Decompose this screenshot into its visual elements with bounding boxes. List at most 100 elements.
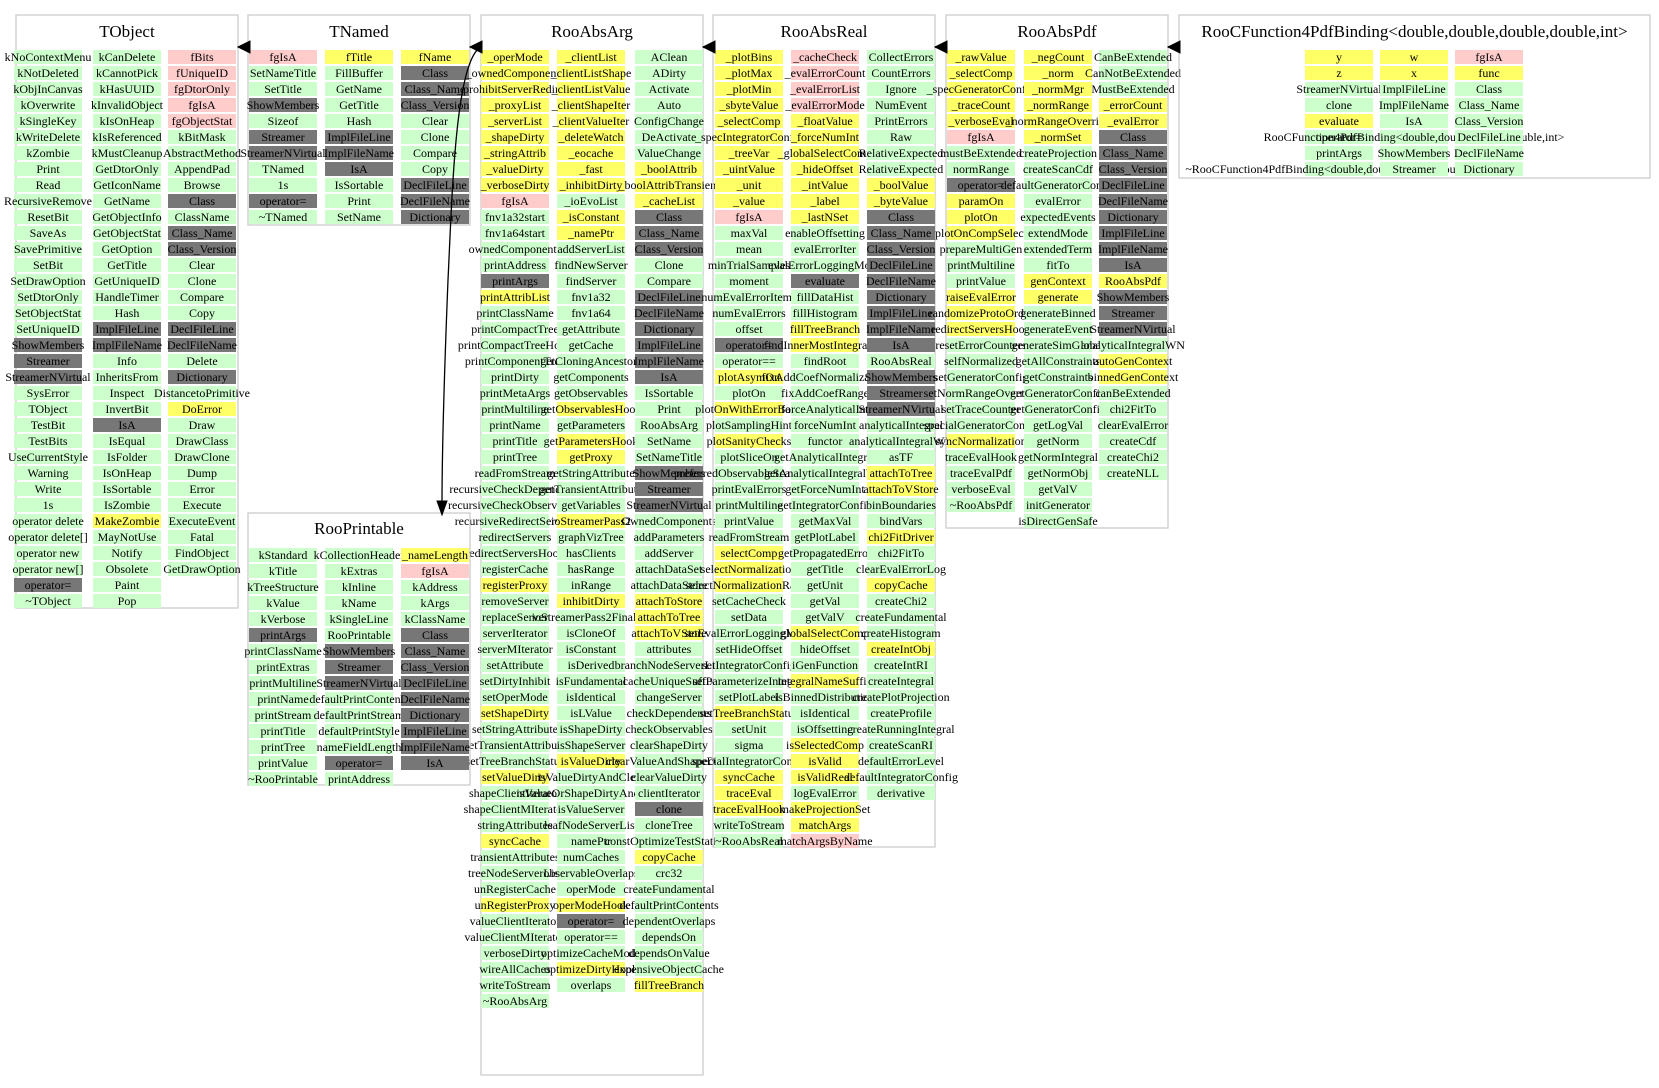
member-entry[interactable]: TestBits [14, 434, 82, 448]
member-entry[interactable]: getAnalyticalIntegral [774, 450, 877, 464]
member-entry[interactable]: Class_Name [401, 644, 469, 658]
member-entry[interactable]: Activate [635, 82, 703, 96]
member-entry[interactable]: ResetBit [14, 210, 82, 224]
member-entry[interactable]: ImplFileLine [401, 724, 469, 738]
member-entry[interactable]: Read [14, 178, 82, 192]
member-entry[interactable]: Compare [168, 290, 236, 304]
member-entry[interactable]: clearValueAndShapeDirty [606, 754, 732, 768]
member-entry[interactable]: operator= [557, 914, 625, 928]
member-entry[interactable]: canBeExtended [1095, 386, 1171, 400]
member-entry[interactable]: fgIsA [715, 210, 783, 224]
member-entry[interactable]: func [1455, 66, 1523, 80]
member-entry[interactable]: clearShapeDirty [630, 738, 708, 752]
member-entry[interactable]: defaultErrorLevel [858, 754, 945, 768]
member-entry[interactable]: getLogVal [1024, 418, 1092, 432]
member-entry[interactable]: SetNameTitle [635, 450, 703, 464]
member-entry[interactable]: numEvalErrorItems [701, 290, 797, 304]
member-entry[interactable]: _clientShapeIter [551, 98, 631, 112]
member-entry[interactable]: GetObjectInfo [92, 210, 162, 224]
member-entry[interactable]: attachToTree [867, 466, 935, 480]
member-entry[interactable]: DoError [168, 402, 236, 416]
member-entry[interactable]: Dictionary [168, 370, 236, 384]
member-entry[interactable]: _isConstant [557, 210, 625, 224]
member-entry[interactable]: ioStreamerPass2Finalize [532, 610, 651, 624]
member-entry[interactable]: branchNodeServerList [615, 658, 724, 672]
member-entry[interactable]: defaultPrintContents [309, 692, 409, 706]
member-entry[interactable]: constOptimizeTestStatistic [605, 834, 733, 848]
member-entry[interactable]: createHistogram [861, 626, 941, 640]
member-entry[interactable]: ShowMembers [323, 644, 396, 658]
member-entry[interactable]: GetName [93, 194, 161, 208]
member-entry[interactable]: ImplFileLine [325, 130, 393, 144]
member-entry[interactable]: Class [635, 210, 703, 224]
member-entry[interactable]: _floatValue [791, 114, 859, 128]
member-entry[interactable]: setTransientAttribute [464, 738, 566, 752]
member-entry[interactable]: printAddress [325, 772, 393, 786]
member-entry[interactable]: defaultGeneratorConfig [1001, 178, 1116, 192]
member-entry[interactable]: _prohibitServerRedirect [456, 82, 574, 96]
member-entry[interactable]: Compare [401, 146, 469, 160]
member-entry[interactable]: redirectServersHook [931, 322, 1031, 336]
member-entry[interactable]: clearEvalErrorLog [856, 562, 946, 576]
member-entry[interactable]: _byteValue [867, 194, 935, 208]
member-entry[interactable]: operator= [325, 756, 393, 770]
member-entry[interactable]: GetOption [93, 242, 161, 256]
member-entry[interactable]: getUnit [791, 578, 859, 592]
member-entry[interactable]: Class_Version [168, 242, 237, 256]
member-entry[interactable]: createNLL [1099, 466, 1167, 480]
member-entry[interactable]: fgObjectStat [168, 114, 236, 128]
member-entry[interactable]: GetObjectStat [93, 226, 162, 240]
member-entry[interactable]: getParametersHook [544, 434, 639, 448]
member-entry[interactable]: attachDataStore [631, 578, 708, 592]
member-entry[interactable]: verboseDirty [481, 946, 549, 960]
member-entry[interactable]: operator delete[] [8, 530, 88, 544]
member-entry[interactable]: kStandard [249, 548, 317, 562]
member-entry[interactable]: analyticalIntegral [859, 418, 944, 432]
member-entry[interactable]: namePtr [557, 834, 625, 848]
member-entry[interactable]: getConstraints [1023, 370, 1093, 384]
member-entry[interactable]: specialIntegratorConfig [692, 754, 806, 768]
member-entry[interactable]: registerProxy [481, 578, 549, 592]
member-entry[interactable]: _sbyteValue [715, 98, 783, 112]
member-entry[interactable]: traceEvalHook [713, 802, 785, 816]
member-entry[interactable]: ADirty [635, 66, 703, 80]
member-entry[interactable]: redirectServers [479, 530, 552, 544]
member-entry[interactable]: randomizeProtoOrder [929, 306, 1034, 320]
member-entry[interactable]: _treeVar [715, 146, 783, 160]
member-entry[interactable]: RecursiveRemove [4, 194, 92, 208]
member-entry[interactable]: getTransientAttribute [540, 482, 643, 496]
member-entry[interactable]: ImplFileLine [1099, 226, 1167, 240]
member-entry[interactable]: Dump [168, 466, 236, 480]
member-entry[interactable]: defaultIntegratorConfig [844, 770, 958, 784]
member-entry[interactable]: kWriteDelete [14, 130, 82, 144]
member-entry[interactable]: getTitle [791, 562, 859, 576]
member-entry[interactable]: ioStreamerPass2 [551, 514, 631, 528]
member-entry[interactable]: hasClients [557, 546, 625, 560]
member-entry[interactable]: traceEval [715, 786, 783, 800]
member-entry[interactable]: kMustCleanup [92, 146, 163, 160]
member-entry[interactable]: ImplFileName [92, 338, 162, 352]
member-entry[interactable]: Class_Name [401, 82, 469, 96]
member-entry[interactable]: fixAddCoefNormalization [762, 370, 889, 384]
member-entry[interactable]: printTree [249, 740, 317, 754]
member-entry[interactable]: optimizeDirtyHook [544, 962, 638, 976]
member-entry[interactable]: serverIterator [481, 626, 549, 640]
member-entry[interactable]: numCaches [557, 850, 625, 864]
member-entry[interactable]: Streamer [867, 386, 935, 400]
member-entry[interactable]: Clone [401, 130, 469, 144]
member-entry[interactable]: ShowMembers [247, 98, 320, 112]
member-entry[interactable]: SaveAs [14, 226, 82, 240]
member-entry[interactable]: paramOn [947, 194, 1015, 208]
member-entry[interactable]: fgIsA [168, 98, 236, 112]
member-entry[interactable]: setParameterizeIntegral [692, 674, 806, 688]
member-entry[interactable]: GetTitle [93, 258, 161, 272]
member-entry[interactable]: evaluate [1305, 114, 1373, 128]
member-entry[interactable]: kCannotPick [93, 66, 161, 80]
member-entry[interactable]: _ownedComponents [465, 66, 565, 80]
member-entry[interactable]: _verboseEval [947, 114, 1015, 128]
member-entry[interactable]: logEvalError [791, 786, 859, 800]
member-entry[interactable]: 1s [249, 178, 317, 192]
member-entry[interactable]: cacheUniqueSuffix [623, 674, 715, 688]
member-entry[interactable]: _selectComp [947, 66, 1015, 80]
member-entry[interactable]: _nameLength [401, 548, 469, 562]
